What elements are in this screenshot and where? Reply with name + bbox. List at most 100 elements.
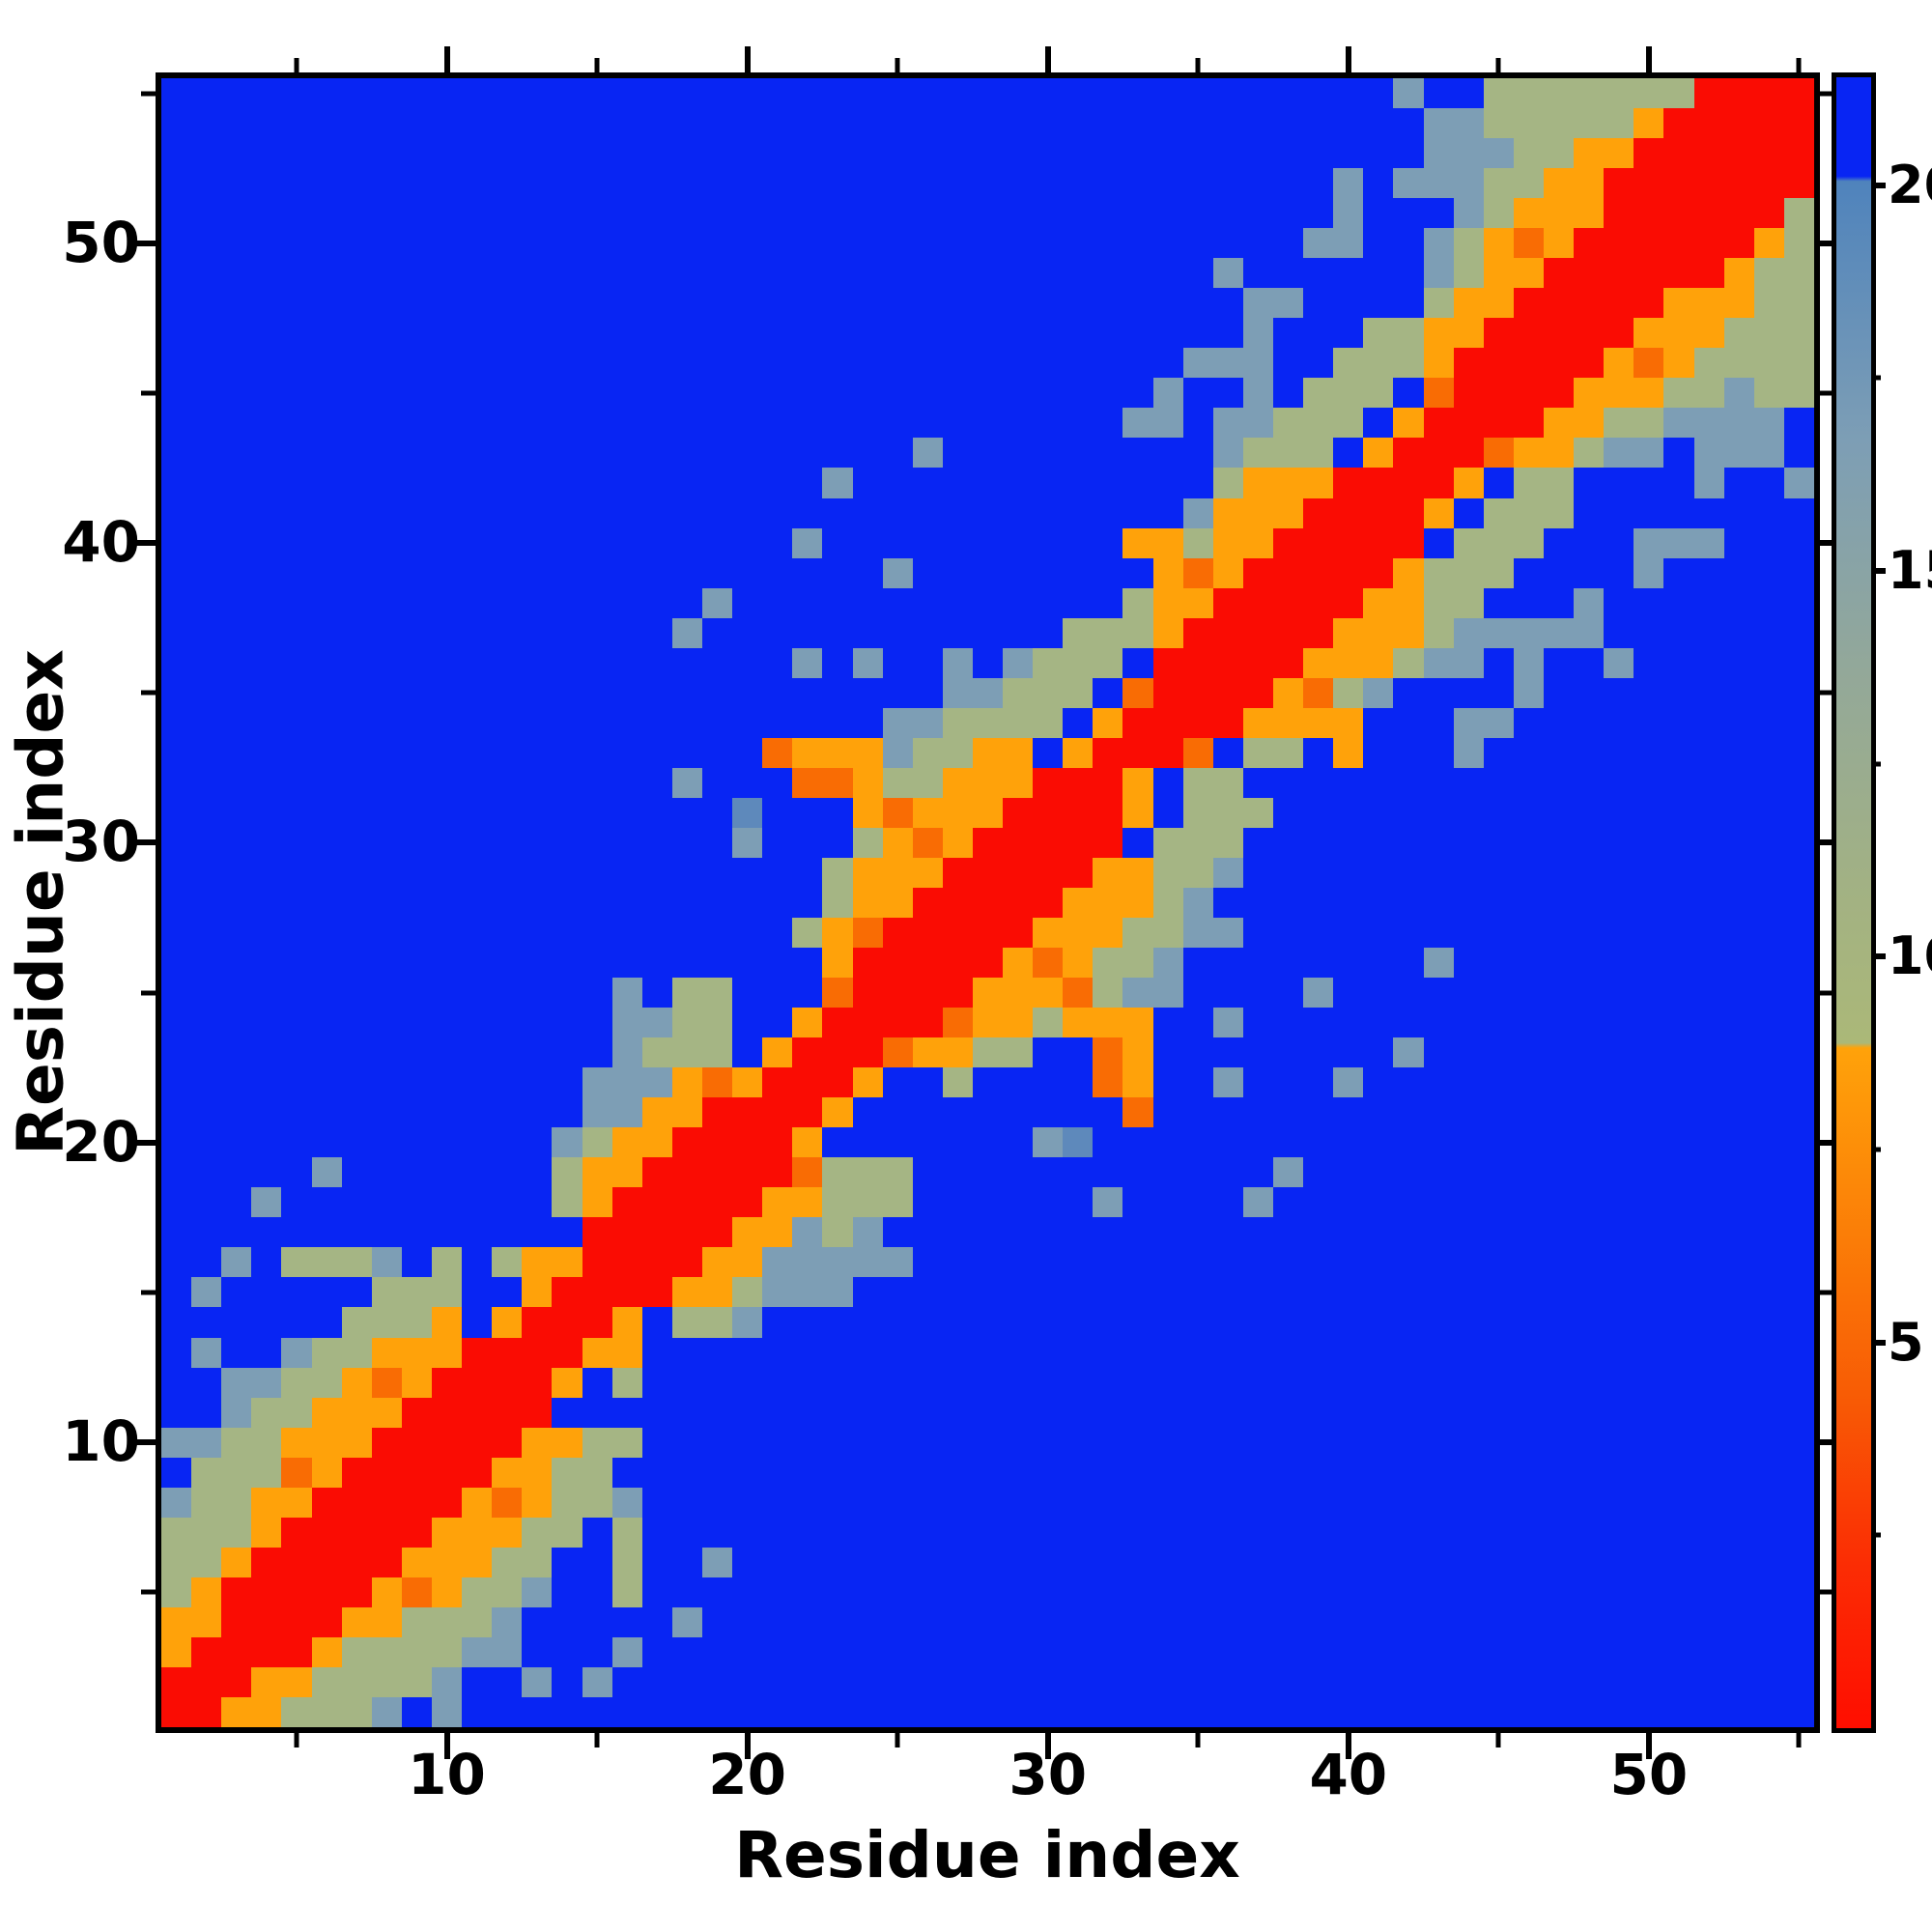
heatmap-cell: [732, 1636, 763, 1667]
heatmap-cell: [1212, 1097, 1243, 1128]
heatmap-cell: [882, 228, 913, 259]
heatmap-cell: [1363, 1577, 1394, 1607]
heatmap-cell: [641, 198, 672, 229]
heatmap-cell: [1513, 527, 1545, 558]
heatmap-cell: [371, 1517, 402, 1548]
heatmap-cell: [1033, 1187, 1064, 1218]
heatmap-cell: [1122, 1277, 1153, 1308]
heatmap-cell: [371, 1606, 402, 1637]
heatmap-cell: [1393, 827, 1424, 858]
heatmap-cell: [1363, 827, 1394, 858]
heatmap-cell: [701, 1157, 733, 1188]
heatmap-cell: [1423, 108, 1454, 139]
heatmap-cell: [882, 1187, 913, 1218]
heatmap-cell: [341, 1367, 372, 1398]
heatmap-cell: [401, 557, 432, 588]
heatmap-cell: [942, 1217, 973, 1248]
heatmap-cell: [251, 228, 282, 259]
heatmap-cell: [251, 677, 282, 708]
heatmap-cell: [1003, 1127, 1034, 1158]
heatmap-cell: [281, 438, 312, 469]
heatmap-cell: [1122, 288, 1153, 319]
heatmap-cell: [1273, 1457, 1304, 1488]
heatmap-cell: [431, 1577, 463, 1607]
heatmap-cell: [1453, 1606, 1484, 1637]
heatmap-cell: [462, 408, 493, 439]
heatmap-cell: [281, 348, 312, 379]
heatmap-cell: [341, 1696, 372, 1727]
heatmap-cell: [1033, 258, 1064, 289]
colorbar-minor-tick: [1874, 375, 1881, 381]
heatmap-cell: [251, 587, 282, 618]
heatmap-cell: [1423, 527, 1454, 558]
heatmap-cell: [1093, 1277, 1123, 1308]
y-minor-tick-right: [1820, 1290, 1834, 1295]
heatmap-cell: [792, 1097, 823, 1128]
heatmap-cell: [1483, 1037, 1514, 1068]
heatmap-cell: [972, 948, 1004, 979]
x-minor-tick: [594, 1733, 600, 1747]
x-tick-label: 10: [408, 1742, 486, 1807]
heatmap-cell: [1783, 1187, 1814, 1218]
heatmap-cell: [1273, 497, 1304, 528]
heatmap-cell: [1574, 1397, 1605, 1428]
heatmap-cell: [431, 797, 463, 828]
heatmap-cell: [371, 228, 402, 259]
heatmap-cell: [972, 1217, 1004, 1248]
heatmap-cell: [792, 1696, 823, 1727]
heatmap-cell: [281, 1247, 312, 1278]
heatmap-cell: [1574, 1157, 1605, 1188]
heatmap-cell: [1393, 1666, 1424, 1697]
heatmap-cell: [1303, 228, 1334, 259]
heatmap-cell: [492, 1067, 523, 1098]
heatmap-cell: [1393, 1067, 1424, 1098]
heatmap-cell: [371, 527, 402, 558]
heatmap-cell: [822, 948, 853, 979]
heatmap-cell: [701, 887, 733, 919]
heatmap-cell: [1122, 647, 1153, 678]
heatmap-cell: [1513, 138, 1545, 169]
heatmap-cell: [1212, 348, 1243, 379]
heatmap-cell: [1093, 258, 1123, 289]
heatmap-cell: [221, 797, 252, 828]
heatmap-cell: [1003, 1367, 1034, 1398]
heatmap-cell: [161, 258, 192, 289]
heatmap-cell: [972, 1487, 1004, 1518]
x-minor-tick-top: [1495, 58, 1501, 72]
heatmap-cell: [251, 1127, 282, 1158]
heatmap-cell: [1303, 1307, 1334, 1338]
heatmap-cell: [1363, 408, 1394, 439]
heatmap-cell: [671, 827, 702, 858]
heatmap-cell: [281, 1157, 312, 1188]
heatmap-cell: [1303, 1457, 1334, 1488]
heatmap-cell: [942, 1666, 973, 1697]
heatmap-cell: [1212, 918, 1243, 949]
heatmap-cell: [1152, 318, 1183, 349]
heatmap-cell: [1152, 348, 1183, 379]
heatmap-cell: [161, 1487, 192, 1518]
heatmap-cell: [311, 647, 342, 678]
heatmap-cell: [1634, 587, 1664, 618]
heatmap-cell: [1544, 1636, 1575, 1667]
heatmap-cell: [341, 677, 372, 708]
heatmap-cell: [822, 1397, 853, 1428]
y-minor-tick: [141, 91, 156, 97]
heatmap-cell: [611, 1666, 642, 1697]
heatmap-cell: [1093, 1307, 1123, 1338]
heatmap-cell: [1212, 1547, 1243, 1577]
heatmap-cell: [492, 258, 523, 289]
heatmap-cell: [1663, 198, 1694, 229]
heatmap-cell: [1604, 617, 1634, 648]
heatmap-cell: [431, 1517, 463, 1548]
heatmap-cell: [1544, 1008, 1575, 1038]
heatmap-cell: [671, 138, 702, 169]
heatmap-cell: [371, 1397, 402, 1428]
heatmap-cell: [1604, 1547, 1634, 1577]
heatmap-cell: [942, 258, 973, 289]
heatmap-cell: [1063, 1187, 1094, 1218]
heatmap-cell: [1212, 438, 1243, 469]
heatmap-cell: [251, 198, 282, 229]
heatmap-cell: [792, 587, 823, 618]
heatmap-cell: [882, 1517, 913, 1548]
heatmap-cell: [221, 258, 252, 289]
